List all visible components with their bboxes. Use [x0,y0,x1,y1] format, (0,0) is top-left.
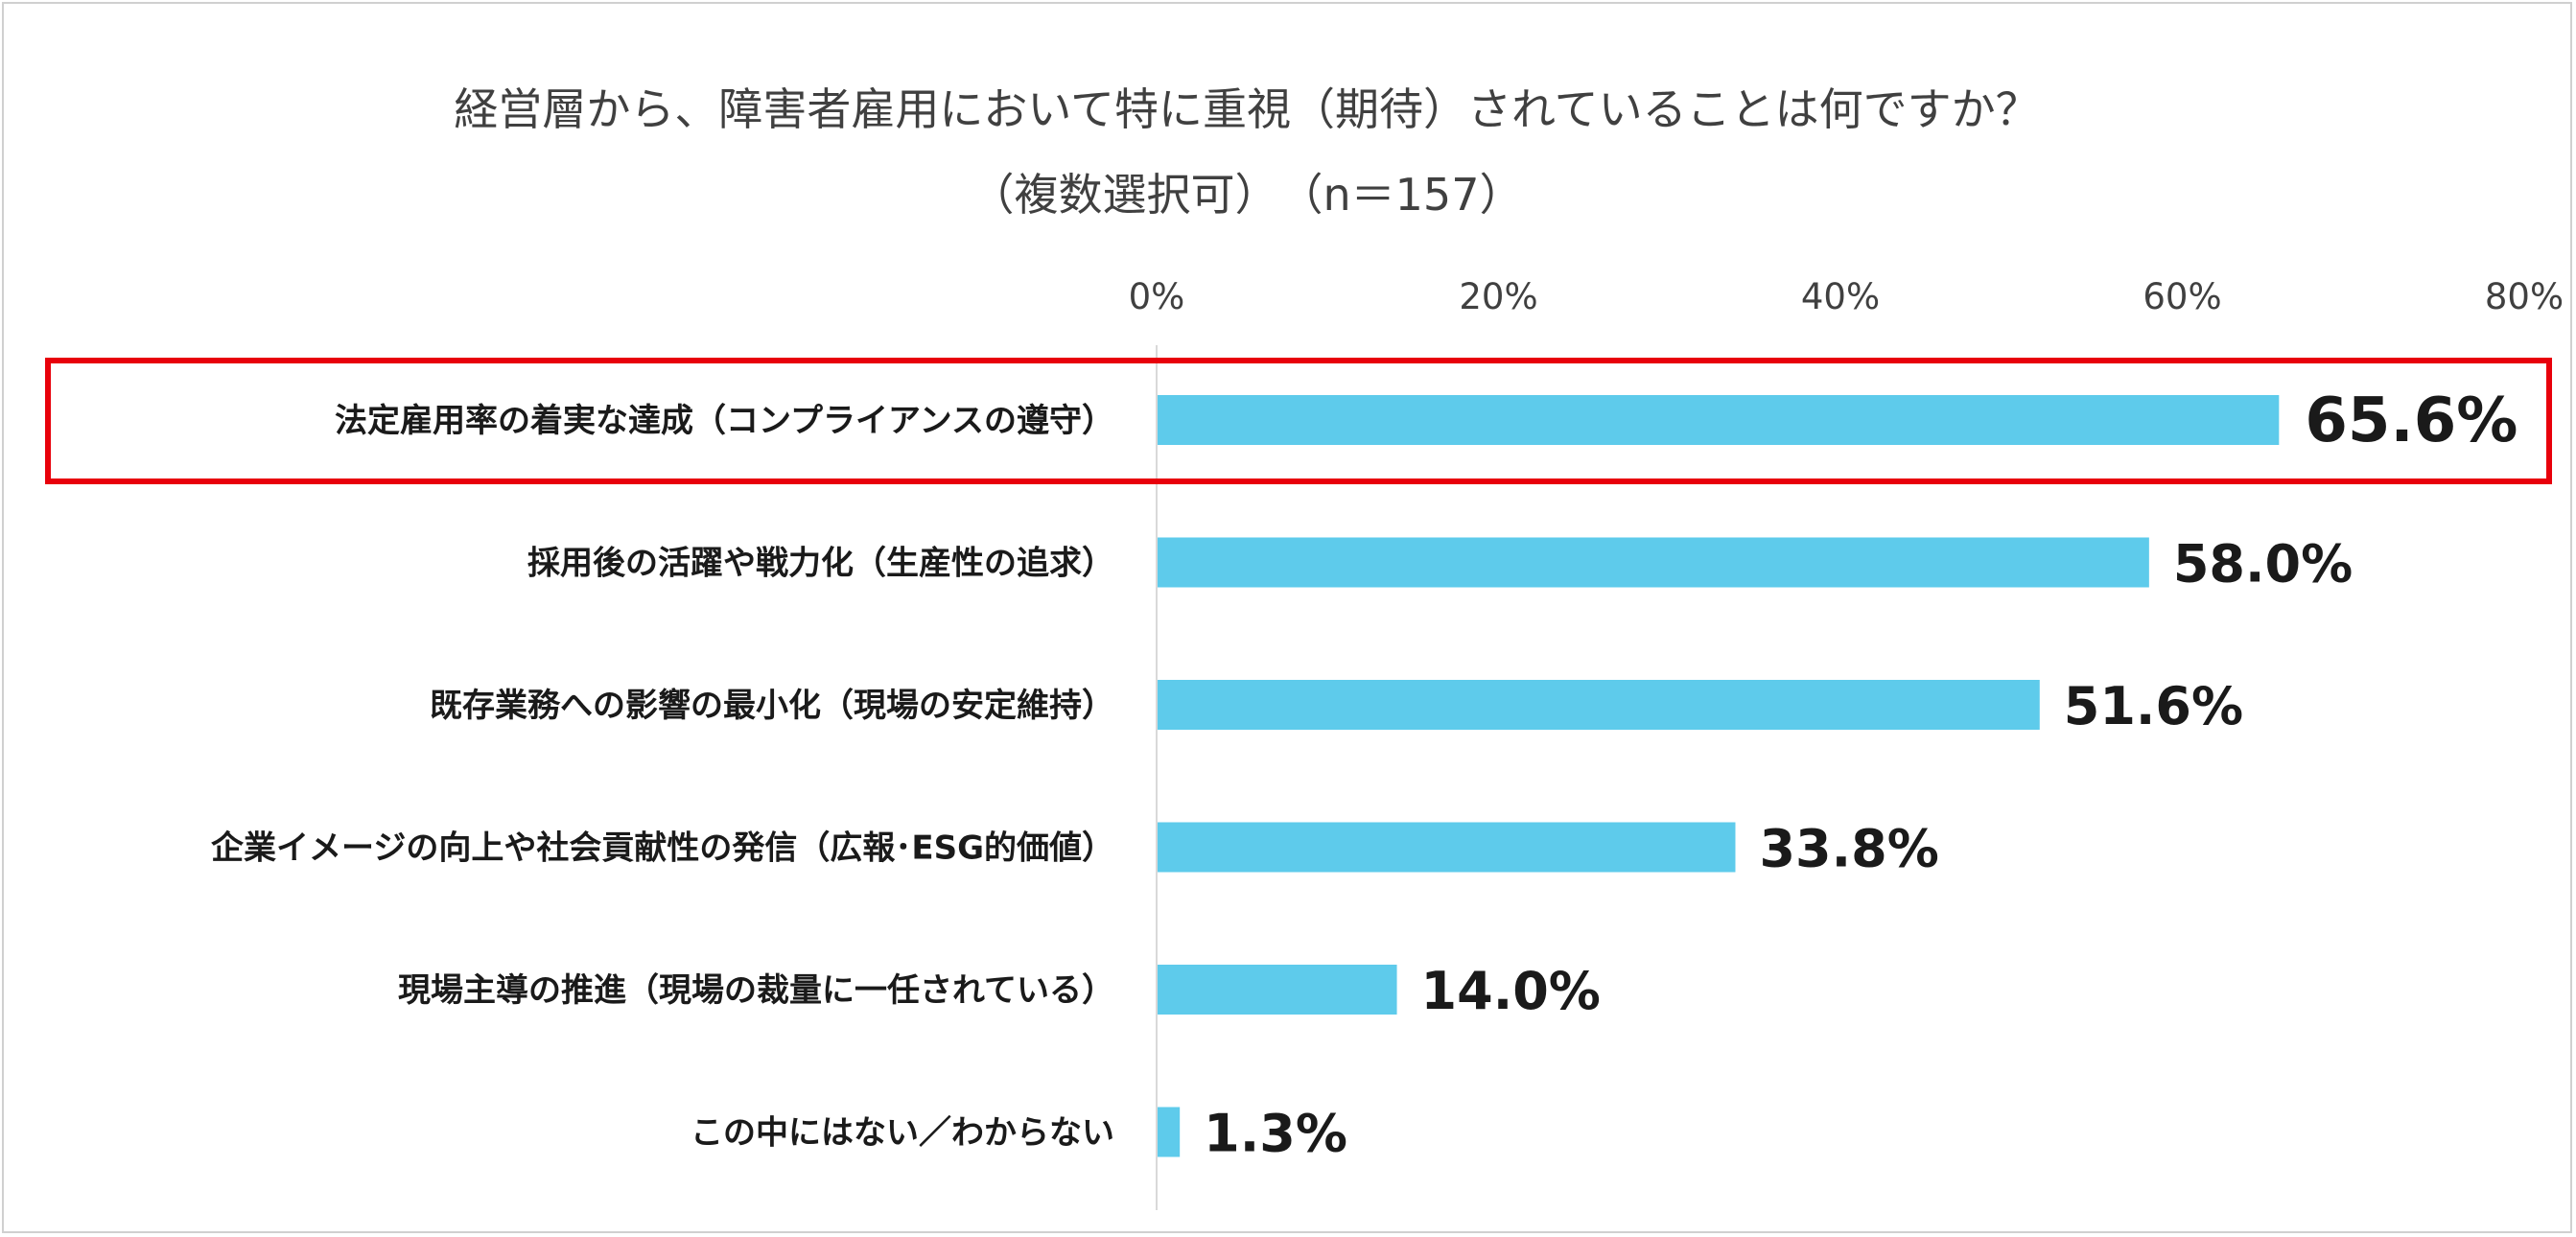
data-label: 33.8% [1759,819,1938,879]
highlight-layer [45,358,2552,484]
bar [1158,680,2040,730]
category-label: 企業イメージの向上や社会貢献性の発信（広報･ESG的価値） [211,829,1114,868]
x-tick-label: 60% [2143,276,2221,317]
data-label: 65.6% [2305,385,2517,456]
bar-chart: 経営層から、障害者雇用において特に重視（期待）されていることは何ですか？ （複数… [45,83,2564,1210]
bars-layer [1158,395,2280,1157]
category-label: 既存業務への影響の最小化（現場の安定維持） [430,687,1114,725]
bar [1158,395,2280,445]
bar [1158,822,1736,873]
chart-subtitle: （複数選択可） （n＝157） [971,169,1524,221]
data-label: 51.6% [2064,676,2243,736]
data-label: 1.3% [1204,1104,1347,1164]
x-tick-label: 80% [2485,276,2564,317]
category-label: 採用後の活躍や戦力化（生産性の追求） [527,545,1114,583]
highlight-box [45,358,2552,484]
value-labels: 65.6% 58.0% 51.6% 33.8% 14.0% 1.3% [1204,385,2517,1164]
data-label: 14.0% [1421,961,1601,1021]
x-tick-label: 20% [1459,276,1537,317]
category-label: 現場主導の推進（現場の裁量に一任されている） [398,971,1114,1010]
bar [1158,537,2149,588]
x-axis-ticks: 0% 20% 40% 60% 80% [1129,276,2564,317]
bar [1158,965,1397,1015]
x-tick-label: 40% [1801,276,1880,317]
category-labels: 法定雇用率の着実な達成（コンプライアンスの遵守） 採用後の活躍や戦力化（生産性の追… [211,402,1114,1153]
bar [1158,1107,1181,1157]
data-label: 58.0% [2173,534,2353,595]
chart-title: 経営層から、障害者雇用において特に重視（期待）されていることは何ですか？ [454,83,2039,135]
x-tick-label: 0% [1129,276,1185,317]
category-label: 法定雇用率の着実な達成（コンプライアンスの遵守） [335,402,1114,440]
category-label: この中にはない／わからない [691,1114,1114,1153]
